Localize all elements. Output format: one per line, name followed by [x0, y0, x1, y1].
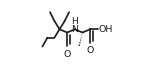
Text: OH: OH — [98, 25, 112, 34]
Text: H: H — [71, 17, 78, 26]
Text: N: N — [71, 25, 78, 34]
Text: O: O — [63, 50, 71, 59]
Text: O: O — [86, 46, 94, 56]
